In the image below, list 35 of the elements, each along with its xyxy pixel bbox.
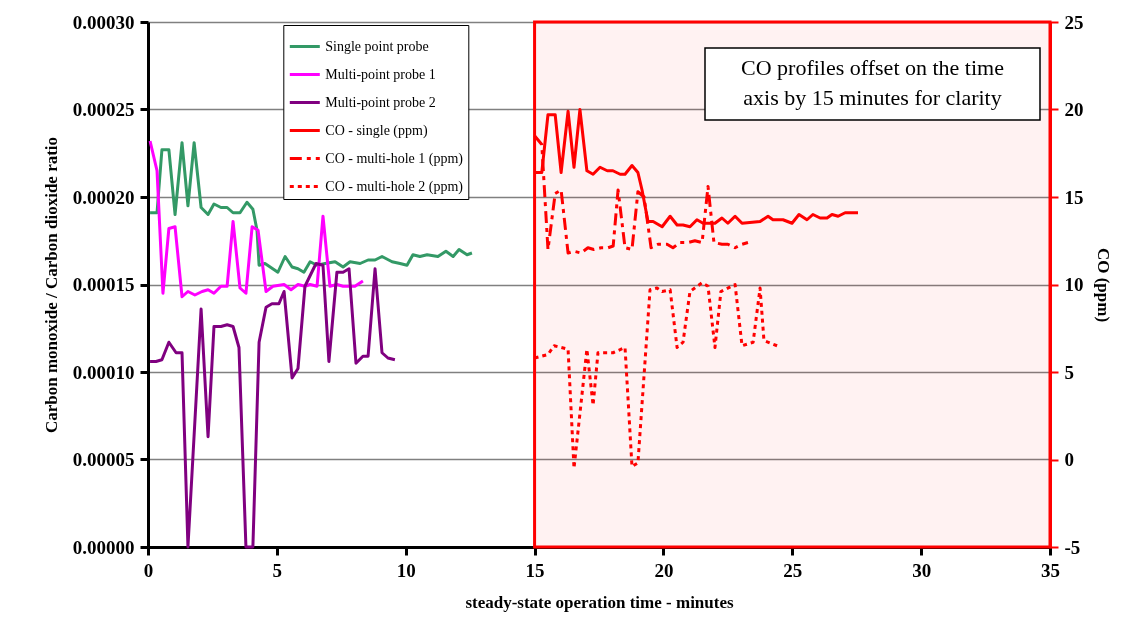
y2-tick-label: 10 [1064, 274, 1084, 295]
y2-tick-label: 25 [1064, 11, 1084, 33]
x-tick-label: 30 [912, 559, 932, 581]
y-tick-label: 0.00020 [72, 186, 135, 208]
line-series [533, 281, 779, 470]
legend-label: CO - multi-hole 1 (ppm) [325, 150, 464, 167]
annotation: CO profiles offset on the time axis by 15 minutes for clarity [741, 55, 1004, 110]
y2-tick-label: 15 [1064, 186, 1084, 208]
x-tick-label: 5 [272, 559, 283, 581]
y-tick-label: 0.00000 [72, 536, 135, 558]
line-series [148, 262, 397, 549]
x-axis-title: steady-state operation time - minutes [465, 592, 734, 612]
legend-label: CO - multi-hole 2 (ppm) [325, 178, 464, 195]
y2-tick-label: 0 [1064, 449, 1074, 470]
legend-label: Multi-point probe 2 [325, 94, 436, 110]
y-axis-title: Carbon monoxide / Carbon dioxide ratio [41, 136, 61, 434]
x-tick-label: 15 [525, 559, 545, 581]
legend-label: Single point probe [325, 38, 429, 54]
y-tick-label: 0.00015 [72, 274, 135, 295]
y-tick-label: 0.00005 [72, 449, 135, 470]
legend-label: CO - single (ppm) [325, 122, 428, 139]
x-tick-label: 25 [783, 559, 803, 581]
legend-label: Multi-point probe 1 [325, 66, 436, 82]
y2-axis-title: CO (ppm) [1093, 247, 1113, 323]
y2-tick-label: -5 [1064, 536, 1081, 558]
x-tick-label: 10 [396, 559, 416, 581]
y-tick-label: 0.00025 [72, 99, 135, 120]
x-tick-label: 0 [143, 559, 154, 581]
x-tick-label: 20 [654, 559, 674, 581]
y2-tick-label: 20 [1064, 99, 1084, 120]
line-series [148, 141, 474, 274]
y2-tick-label: 5 [1064, 361, 1074, 383]
y-tick-label: 0.00030 [72, 11, 135, 33]
y-tick-label: 0.00010 [72, 361, 135, 383]
x-tick-label: 35 [1041, 559, 1060, 581]
